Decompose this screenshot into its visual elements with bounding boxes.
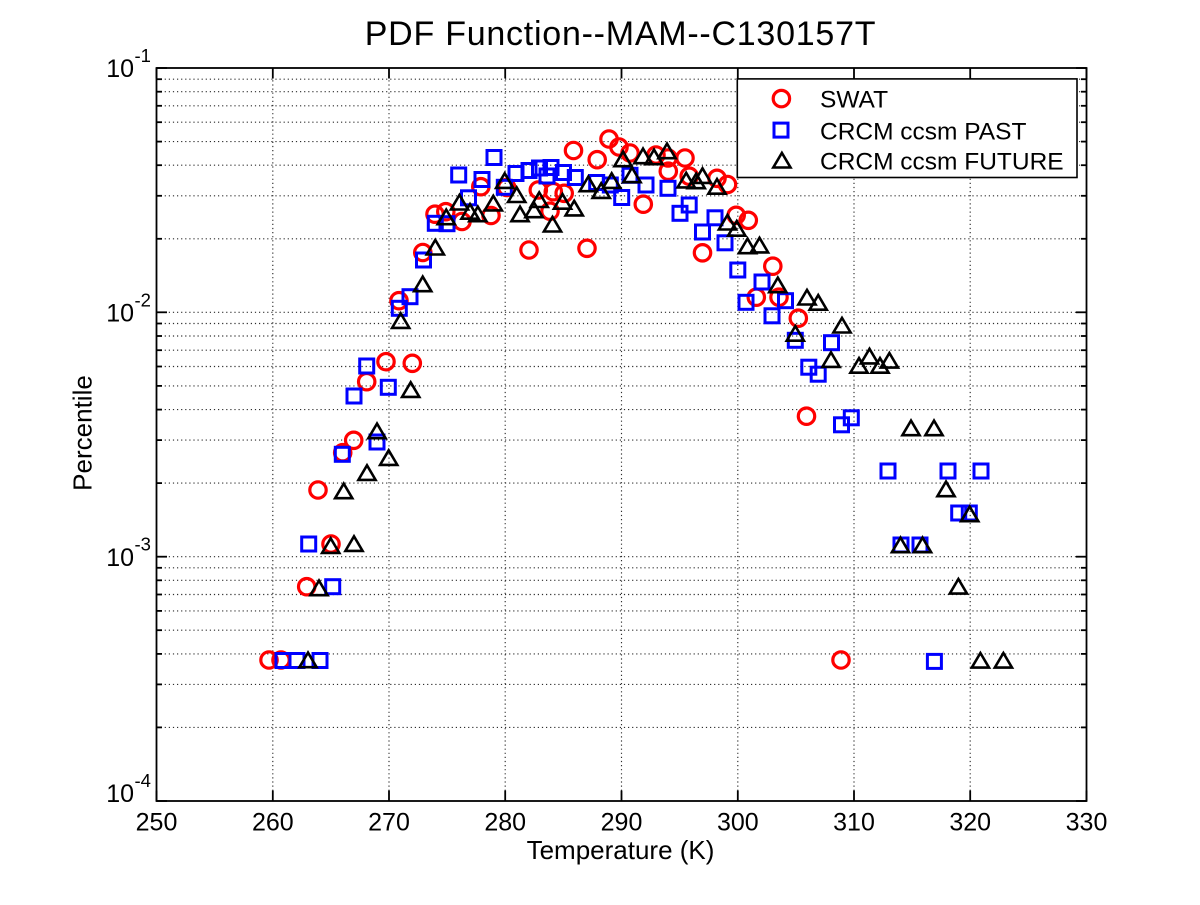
svg-text:-2: -2 [135, 289, 151, 310]
svg-text:-1: -1 [135, 45, 151, 66]
svg-text:10: 10 [106, 780, 134, 808]
svg-text:260: 260 [252, 809, 294, 837]
svg-text:Temperature (K): Temperature (K) [527, 835, 715, 865]
svg-text:CRCM ccsm FUTURE: CRCM ccsm FUTURE [820, 148, 1064, 175]
svg-text:10: 10 [106, 544, 134, 572]
svg-text:300: 300 [717, 809, 759, 837]
svg-text:330: 330 [1066, 809, 1108, 837]
svg-text:PDF Function--MAM--C130157T: PDF Function--MAM--C130157T [365, 15, 877, 53]
svg-text:280: 280 [484, 809, 526, 837]
svg-text:270: 270 [368, 809, 410, 837]
svg-text:320: 320 [949, 809, 991, 837]
svg-text:310: 310 [833, 809, 875, 837]
svg-text:250: 250 [136, 809, 178, 837]
svg-text:-4: -4 [135, 770, 151, 791]
svg-text:CRCM ccsm PAST: CRCM ccsm PAST [820, 119, 1026, 146]
svg-text:SWAT: SWAT [820, 87, 888, 114]
svg-text:10: 10 [106, 300, 134, 328]
svg-text:10: 10 [106, 55, 134, 83]
svg-text:-3: -3 [135, 534, 151, 555]
svg-text:290: 290 [601, 809, 643, 837]
svg-text:Percentile: Percentile [68, 375, 98, 491]
